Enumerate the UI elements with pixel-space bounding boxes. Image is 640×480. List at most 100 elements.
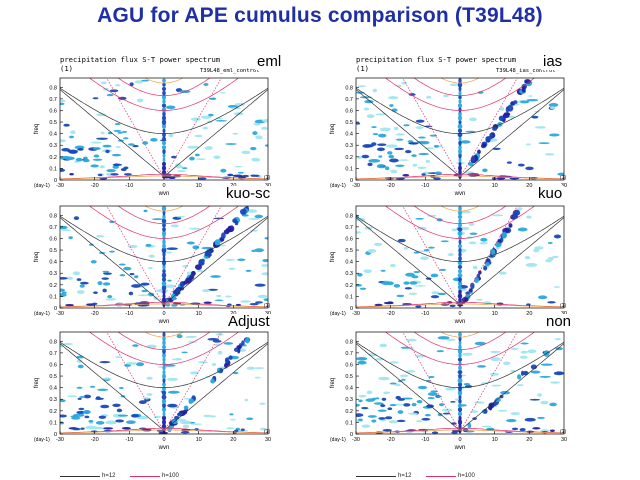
spectrum-cell	[397, 238, 406, 243]
kelvin-wave-cell	[520, 370, 525, 376]
zero-wavenumber-cell	[457, 132, 463, 138]
spectrum-cell	[440, 240, 449, 243]
spectrum-cell	[189, 156, 195, 161]
y-axis-label: freq	[34, 124, 40, 134]
zero-wavenumber-cell	[162, 340, 166, 346]
y-tick-label: 0.6	[345, 108, 353, 114]
spectrum-cell	[465, 130, 476, 133]
dispersion-curve-red	[89, 332, 239, 365]
spectrum-cell	[251, 158, 261, 162]
spectrum-cell	[113, 163, 119, 167]
spectrum-cell	[431, 291, 440, 295]
spectrum-cell	[125, 420, 136, 425]
low-frequency-cell	[532, 427, 541, 430]
y-tick-label: 0.6	[49, 108, 57, 114]
y-axis-label: freq	[330, 378, 336, 388]
zero-wavenumber-cell	[458, 336, 462, 342]
spectrum-cell	[246, 366, 256, 370]
low-frequency-cell	[110, 173, 119, 176]
spectrum-cell	[450, 400, 456, 403]
y-axis-label: freq	[330, 252, 336, 262]
y-axis-label: freq	[330, 124, 336, 134]
spectrum-cell	[190, 423, 203, 426]
y-tick-label: 0.4	[49, 260, 57, 266]
spectrum-cell	[526, 98, 539, 102]
spectrum-cell	[476, 298, 483, 301]
zero-wavenumber-cell	[161, 165, 167, 171]
low-frequency-cell	[549, 429, 555, 432]
kelvin-wave-cell	[495, 397, 501, 403]
spectrum-cell	[228, 267, 236, 271]
spectrum-cell	[358, 399, 363, 403]
zero-wavenumber-cell	[458, 156, 462, 163]
spectrum-cell	[480, 237, 488, 242]
spectrum-cell	[393, 283, 401, 288]
spectrum-cell	[146, 376, 153, 380]
zero-wavenumber-cell	[458, 136, 462, 142]
spectrum-cell	[257, 294, 268, 299]
plot-title-left: precipitation flux S-T power spectrum	[60, 55, 221, 64]
spectrum-cell	[548, 103, 559, 107]
zero-wavenumber-cell	[161, 407, 167, 412]
spectrum-cell	[153, 296, 158, 301]
spectrum-cell	[226, 427, 235, 430]
mrg-cell	[122, 137, 129, 140]
spectrum-cell	[150, 137, 158, 142]
spectrum-cell	[378, 155, 383, 158]
y-tick-label: 0.1	[345, 420, 353, 426]
zero-wavenumber-cell	[161, 398, 167, 405]
x-tick-label: -10	[421, 183, 429, 189]
x-tick-label: 20	[526, 183, 532, 189]
zero-wavenumber-cell	[161, 415, 167, 421]
spectrum-cell	[88, 419, 94, 423]
spectrum-cell	[557, 172, 564, 176]
spectrum-cell	[499, 106, 505, 111]
spectrum-cell	[552, 255, 559, 259]
spectrum-cell	[506, 161, 512, 164]
y-tick-label: 0.4	[49, 132, 57, 138]
zero-wavenumber-cell	[457, 214, 463, 219]
x-tick-label: 30	[561, 437, 567, 443]
spectrum-chart-ias: -30-20-10010203000.10.20.30.40.50.60.70.…	[330, 77, 567, 197]
spectrum-cell	[61, 291, 67, 294]
spectrum-cell	[445, 338, 456, 342]
spectrum-cell	[385, 166, 390, 171]
dispersion-curve-yellow	[121, 32, 208, 73]
zero-wavenumber-cell	[458, 111, 462, 117]
legend-line-red	[130, 476, 160, 477]
spectrum-cell	[194, 134, 203, 138]
spectrum-cell	[146, 344, 157, 349]
spectrum-cell	[412, 163, 418, 167]
spectrum-cell	[197, 269, 203, 273]
zero-wavenumber-cell	[162, 411, 166, 417]
x-unit-label: (1)	[560, 429, 566, 435]
x-tick-label: 20	[526, 311, 532, 317]
low-frequency-cell	[383, 301, 394, 305]
spectrum-cell	[411, 275, 419, 279]
spectrum-cell	[77, 364, 84, 369]
spectrum-cell	[60, 168, 66, 172]
spectrum-cell	[553, 286, 561, 288]
spectrum-cell	[441, 408, 453, 412]
spectrum-cell	[396, 294, 405, 298]
spectrum-cell	[462, 352, 473, 356]
spectrum-cell	[442, 412, 451, 415]
zero-wavenumber-cell	[162, 111, 166, 117]
zero-wavenumber-cell	[162, 128, 166, 133]
spectrum-cell	[356, 122, 361, 125]
dispersion-curve-red	[89, 78, 239, 111]
spectrum-cell	[234, 165, 243, 168]
zero-wavenumber-cell	[457, 231, 463, 237]
spectrum-cell	[415, 217, 424, 220]
y-tick-label: 0.1	[49, 420, 57, 426]
y-tick-label: 0.7	[49, 225, 57, 231]
spectrum-cell	[491, 214, 504, 217]
x-tick-label: 10	[196, 183, 202, 189]
x-tick-label: 10	[492, 437, 498, 443]
low-frequency-cell	[241, 174, 250, 178]
x-tick-label: 10	[492, 311, 498, 317]
spectrum-cell	[208, 113, 214, 117]
low-frequency-cell	[415, 305, 422, 308]
spectrum-cell	[544, 153, 555, 156]
spectrum-cell	[468, 241, 477, 245]
